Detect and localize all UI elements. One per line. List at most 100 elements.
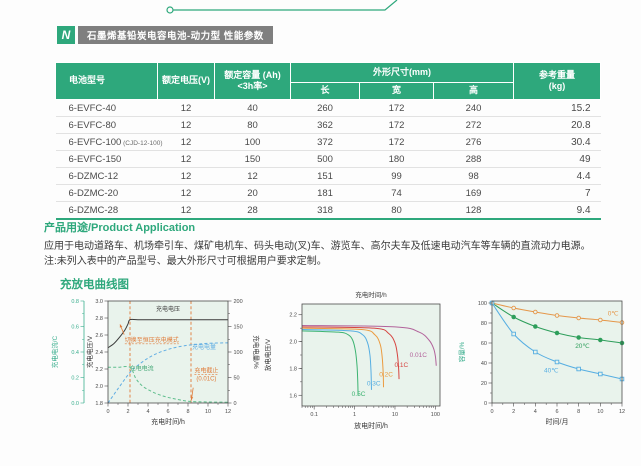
svg-text:0.5C: 0.5C	[352, 391, 366, 398]
table-row: 6-DZMC-20 12 20 181 74 169 7	[55, 184, 601, 202]
svg-text:2.4: 2.4	[95, 350, 103, 356]
svg-text:2: 2	[512, 409, 515, 415]
svg-text:3.0: 3.0	[95, 299, 103, 305]
svg-text:2.0: 2.0	[289, 340, 297, 346]
svg-text:充电电量: 充电电量	[192, 343, 216, 351]
svg-text:8: 8	[186, 409, 189, 415]
cell-model: 6-EVFC-40	[55, 99, 158, 117]
cell-capacity: 80	[214, 116, 291, 134]
svg-text:容量/%: 容量/%	[457, 341, 466, 362]
cell-weight: 9.4	[513, 201, 601, 220]
capacity-header-line1: 额定容量 (Ah)	[224, 69, 281, 80]
cell-voltage: 12	[157, 167, 215, 185]
col-header-capacity: 额定容量 (Ah) <3h率>	[214, 62, 291, 100]
svg-text:(0.01C): (0.01C)	[196, 376, 216, 382]
self-discharge-chart: 0 2 4 6 8 10 12 时间/月 0 20 40 60 80 100 容量/% 0℃ 20℃ 40℃	[457, 300, 625, 426]
cell-length: 260	[290, 99, 360, 117]
svg-text:0.0: 0.0	[71, 401, 79, 407]
cell-length: 318	[290, 201, 360, 220]
cell-capacity: 28	[214, 201, 291, 220]
svg-text:0.2: 0.2	[71, 376, 79, 382]
svg-text:1.6: 1.6	[289, 393, 297, 399]
col-header-length: 长	[290, 82, 360, 100]
svg-text:切换至恒压充电模式: 切换至恒压充电模式	[125, 336, 179, 344]
table-row: 6-EVFC-40 12 40 260 172 240 15.2	[55, 99, 601, 117]
series-0.5C	[301, 330, 359, 396]
cell-voltage: 12	[157, 150, 215, 168]
svg-text:100: 100	[234, 350, 243, 356]
top-decoration-line	[166, 0, 398, 14]
cell-width: 99	[359, 167, 434, 185]
svg-text:0: 0	[484, 401, 487, 407]
col-header-voltage: 额定电压(V)	[157, 62, 215, 100]
svg-text:0.4: 0.4	[71, 350, 79, 356]
table-row: 6-EVFC-100 (CJD-12-100) 12 100 372 172 276 30.…	[55, 133, 601, 151]
spec-table-header: 电池型号 额定电压(V) 额定容量 (Ah) <3h率> 外形尺寸(mm) 参考…	[55, 62, 602, 100]
section-badge-title: 石墨烯基铅炭电容电池-动力型 性能参数	[78, 26, 273, 44]
table-row: 6-EVFC-150 12 150 500 180 288 49	[55, 150, 601, 168]
svg-text:1.8: 1.8	[289, 366, 297, 372]
cell-voltage: 12	[157, 116, 215, 134]
product-application-note: 注:未列入表中的产品型号、最大外形尺寸可根据用户要求定制。	[44, 256, 327, 267]
battery-spec-table: 电池型号 额定电压(V) 额定容量 (Ah) <3h率> 外形尺寸(mm) 参考…	[55, 62, 602, 220]
svg-text:0.1C: 0.1C	[394, 362, 408, 369]
table-row: 6-DZMC-12 12 12 151 99 98 4.4	[55, 167, 601, 185]
series-充电电压	[107, 318, 228, 349]
svg-text:充电电流/C: 充电电流/C	[50, 335, 59, 368]
svg-text:40℃: 40℃	[544, 367, 559, 374]
cell-width: 172	[359, 116, 434, 134]
spec-table-body: 6-EVFC-40 12 40 260 172 240 15.2 6-EVFC-80 12 80 3…	[55, 99, 601, 220]
svg-text:0: 0	[234, 401, 237, 407]
svg-text:150: 150	[234, 325, 243, 331]
svg-text:充电电量/%: 充电电量/%	[252, 335, 261, 369]
col-header-model: 电池型号	[55, 62, 158, 100]
cell-height: 276	[433, 133, 514, 151]
svg-text:0℃: 0℃	[608, 310, 620, 317]
series-0.1C	[301, 326, 400, 380]
cell-weight: 20.8	[513, 116, 601, 134]
cell-width: 80	[359, 201, 434, 220]
svg-text:12: 12	[225, 409, 231, 415]
capacity-header-line2: <3h率>	[237, 81, 268, 91]
cell-voltage: 12	[157, 133, 215, 151]
cell-voltage: 12	[157, 184, 215, 202]
svg-text:0.2C: 0.2C	[379, 371, 393, 378]
svg-text:充电截止: 充电截止	[194, 366, 218, 374]
col-header-dimensions: 外形尺寸(mm)	[289, 62, 515, 83]
charge-curve-chart: 0 2 4 6 8 10 12 充电时间/h 1.8 2.0 2.2 2.4 2.6 2.8 3.0 充电电压…	[50, 299, 261, 426]
svg-text:充电电流: 充电电流	[130, 364, 154, 372]
svg-text:充电时间/h: 充电时间/h	[151, 417, 185, 426]
svg-text:20: 20	[481, 381, 487, 387]
section-badge: N 石墨烯基铅炭电容电池-动力型 性能参数	[57, 26, 273, 44]
cell-model: 6-EVFC-100 (CJD-12-100)	[55, 133, 163, 151]
svg-text:200: 200	[234, 299, 243, 305]
svg-text:40: 40	[481, 361, 487, 367]
weight-header-line1: 参考重量	[539, 69, 576, 80]
svg-text:100: 100	[478, 301, 487, 307]
svg-text:0.1: 0.1	[310, 412, 318, 418]
svg-text:20℃: 20℃	[575, 343, 590, 350]
svg-text:8: 8	[577, 409, 580, 415]
svg-text:10: 10	[392, 412, 398, 418]
product-application-text: 应用于电动道路车、机场牵引车、煤矿电机车、码头电动(叉)车、游览车、高尔夫车及低…	[44, 241, 591, 252]
cell-model: 6-DZMC-12	[55, 167, 158, 185]
cell-length: 151	[290, 167, 360, 185]
cell-weight: 49	[513, 150, 601, 168]
series-充电电量	[107, 342, 229, 404]
svg-text:放电电压/V: 放电电压/V	[263, 338, 272, 371]
svg-text:4: 4	[146, 409, 149, 415]
cell-length: 362	[290, 116, 360, 134]
cell-length: 181	[290, 184, 360, 202]
svg-text:4: 4	[534, 409, 537, 415]
table-row: 6-EVFC-80 12 80 362 172 272 20.8	[55, 116, 601, 134]
svg-text:6: 6	[555, 409, 558, 415]
svg-text:1.8: 1.8	[95, 401, 103, 407]
svg-text:12: 12	[619, 409, 625, 415]
cell-capacity: 100	[214, 133, 291, 151]
cell-voltage: 12	[157, 201, 215, 220]
cell-model: 6-DZMC-20	[55, 184, 158, 202]
svg-text:50: 50	[234, 376, 240, 382]
svg-text:2.8: 2.8	[95, 316, 103, 322]
series-0.01C	[301, 324, 437, 366]
cell-height: 169	[433, 184, 514, 202]
